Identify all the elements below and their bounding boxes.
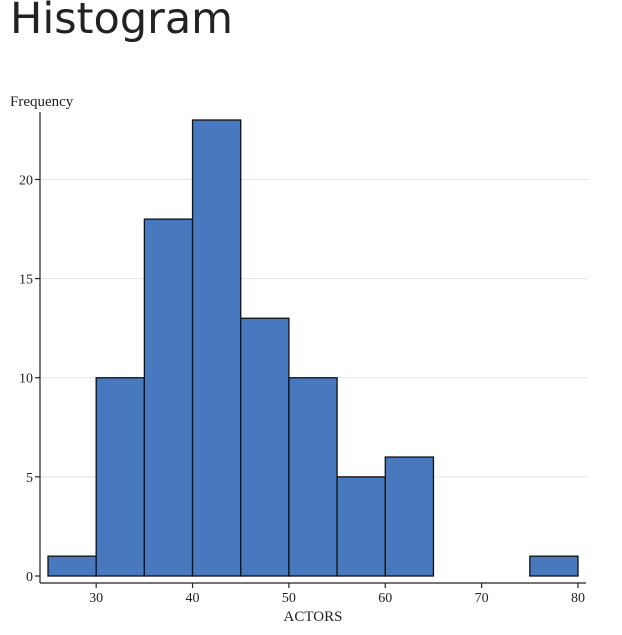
histogram-bar-50-55 [288, 377, 338, 577]
histogram-bar-45-50 [240, 317, 290, 577]
histogram-bar-30-35 [95, 377, 146, 577]
x-tick-label-60: 60 [378, 591, 392, 606]
x-tick-label-50: 50 [282, 591, 296, 606]
histogram-bar-40-45 [191, 119, 242, 577]
bars-layer [47, 119, 579, 577]
x-tick-label-80: 80 [571, 591, 585, 606]
y-tick-label-5: 5 [26, 471, 33, 486]
y-tick-label-10: 10 [19, 372, 33, 387]
y-tick-label-20: 20 [19, 173, 33, 188]
ticks-layer: 0 5 10 15 20 30 40 50 60 70 80 [19, 173, 585, 606]
histogram-bar-55-60 [336, 476, 386, 577]
histogram-bar-75-80 [529, 555, 579, 577]
axes-layer [39, 112, 586, 584]
histogram-bar-25-30 [47, 555, 97, 577]
y-tick-label-0: 0 [26, 570, 33, 585]
x-tick-label-30: 30 [89, 591, 103, 606]
y-axis-label: Frequency [10, 94, 74, 110]
histogram-bar-60-65 [384, 456, 435, 577]
page-title: Histogram [10, 0, 234, 44]
x-axis-label: ACTORS [284, 609, 343, 625]
x-tick-label-70: 70 [475, 591, 489, 606]
y-tick-label-15: 15 [19, 273, 33, 288]
x-tick-label-40: 40 [186, 591, 200, 606]
histogram-bar-35-40 [143, 218, 194, 577]
